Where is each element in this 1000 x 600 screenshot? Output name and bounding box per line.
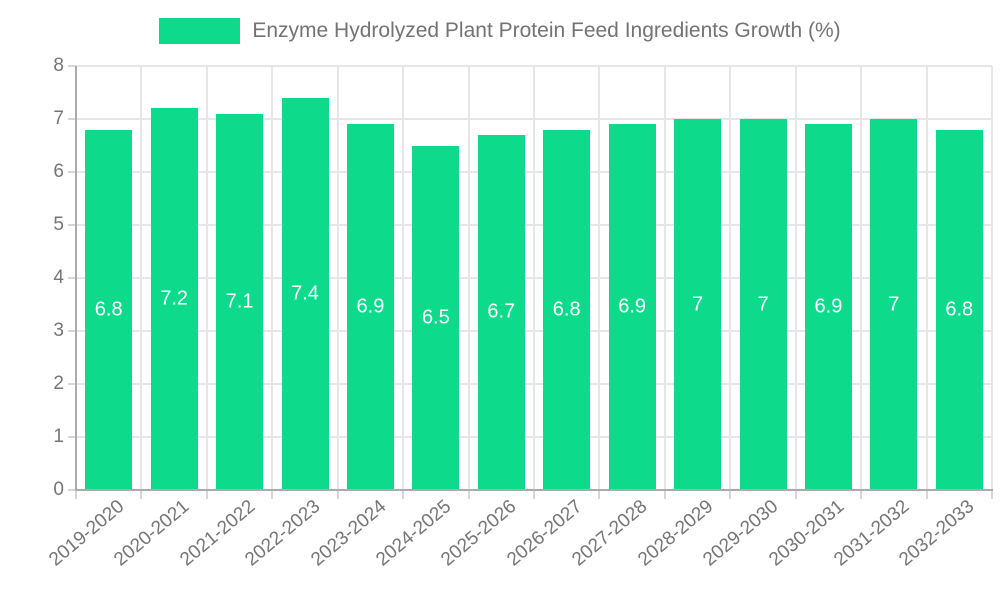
legend-label: Enzyme Hydrolyzed Plant Protein Feed Ing… (252, 19, 841, 42)
y-tick-mark (68, 65, 76, 67)
bar-value-label: 6.7 (487, 300, 516, 323)
bar[interactable] (674, 119, 722, 490)
bar-value-label: 6.8 (552, 298, 581, 321)
x-tick-mark (729, 490, 732, 499)
bar[interactable] (739, 119, 787, 490)
bar-value-label: 6.8 (945, 298, 974, 321)
legend-swatch (159, 18, 241, 44)
x-tick-mark (402, 490, 405, 499)
y-axis-tick-label: 7 (53, 108, 64, 129)
y-axis-tick-label: 0 (53, 479, 64, 500)
y-axis-tick-label: 4 (53, 267, 64, 288)
bar[interactable] (935, 129, 983, 490)
y-axis-line (75, 66, 77, 491)
bar[interactable] (281, 97, 329, 490)
bar-value-label: 7 (692, 293, 704, 315)
bar-value-label: 7.2 (160, 287, 189, 310)
x-gridline (336, 66, 339, 490)
x-tick-mark (205, 490, 208, 499)
x-gridline (860, 66, 863, 490)
bar[interactable] (608, 124, 656, 490)
bar[interactable] (346, 124, 394, 490)
x-gridline (271, 66, 274, 490)
x-tick-mark (533, 490, 535, 499)
x-axis-line (75, 489, 993, 491)
x-tick-mark (794, 490, 797, 499)
x-tick-mark (598, 490, 601, 499)
bar[interactable] (85, 129, 133, 490)
y-axis-tick-label: 2 (53, 373, 64, 394)
x-gridline (794, 66, 797, 490)
x-tick-mark (336, 490, 339, 499)
bar-value-label: 7 (757, 293, 769, 315)
x-gridline (598, 66, 601, 490)
bar-value-label: 6.8 (94, 298, 123, 321)
x-gridline (205, 66, 208, 490)
bar[interactable] (216, 113, 264, 490)
bar-value-label: 7.4 (291, 282, 319, 305)
bar[interactable] (477, 134, 525, 490)
y-axis-tick-label: 6 (53, 161, 64, 182)
bar[interactable] (543, 129, 591, 490)
y-axis-tick-label: 1 (53, 426, 64, 447)
bar[interactable] (804, 124, 852, 490)
bar[interactable] (412, 145, 460, 490)
y-axis-tick-label: 5 (53, 214, 64, 235)
x-gridline (991, 66, 993, 490)
x-tick-mark (140, 490, 143, 499)
y-tick-mark (68, 118, 76, 120)
x-gridline (467, 66, 470, 490)
x-tick-mark (75, 490, 77, 499)
bar-value-label: 6.9 (356, 295, 385, 318)
bar[interactable] (870, 119, 918, 490)
x-gridline (925, 66, 928, 490)
y-tick-mark (68, 330, 76, 332)
x-tick-mark (467, 490, 470, 499)
bar-value-label: 7.1 (225, 290, 254, 313)
y-tick-mark (68, 277, 76, 279)
y-tick-mark (68, 383, 76, 385)
x-tick-mark (271, 490, 274, 499)
x-gridline (402, 66, 405, 490)
x-gridline (729, 66, 732, 490)
x-tick-mark (860, 490, 863, 499)
x-gridline (140, 66, 143, 490)
y-axis-tick-label: 8 (53, 55, 64, 76)
y-tick-mark (68, 489, 76, 491)
bar-value-label: 6.9 (814, 295, 843, 318)
x-gridline (663, 66, 666, 490)
chart-legend[interactable]: Enzyme Hydrolyzed Plant Protein Feed Ing… (0, 18, 1000, 44)
x-tick-mark (991, 490, 993, 499)
x-tick-mark (663, 490, 666, 499)
y-axis-tick-label: 3 (53, 320, 64, 341)
bar-value-label: 6.5 (421, 306, 450, 329)
bar[interactable] (150, 108, 198, 490)
x-gridline (533, 66, 535, 490)
y-tick-mark (68, 224, 76, 226)
bar-value-label: 7 (888, 293, 900, 315)
y-tick-mark (68, 436, 76, 438)
bar-value-label: 6.9 (618, 295, 647, 318)
y-tick-mark (68, 171, 76, 173)
x-tick-mark (925, 490, 928, 499)
